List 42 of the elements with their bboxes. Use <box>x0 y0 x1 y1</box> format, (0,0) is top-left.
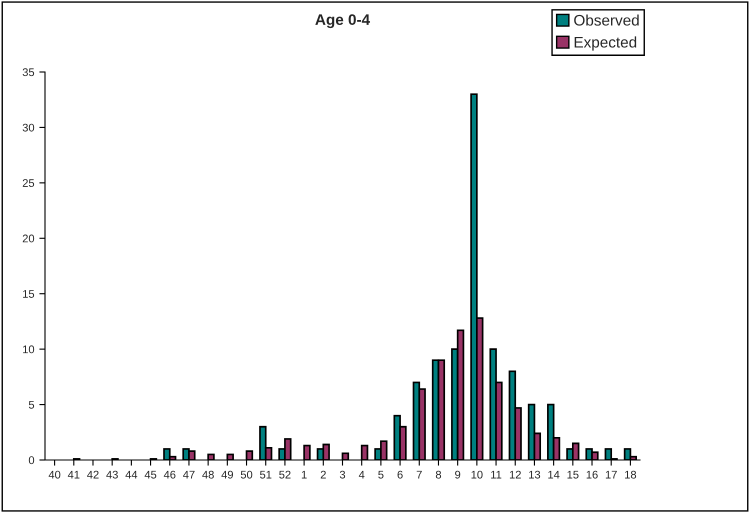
x-tick-label: 41 <box>68 470 80 478</box>
legend-label: Expected <box>574 36 636 51</box>
y-tick-label: 0 <box>28 456 34 464</box>
x-tick-label: 16 <box>586 470 598 479</box>
y-tick-label: 30 <box>22 124 34 132</box>
x-tick-label: 49 <box>221 470 233 479</box>
x-tick-label: 40 <box>48 470 60 479</box>
x-tick-label: 8 <box>436 470 442 479</box>
y-tick-label: 10 <box>23 345 34 354</box>
x-tick-label: 2 <box>320 470 326 478</box>
x-tick-label: 14 <box>548 470 560 478</box>
x-tick-label: 51 <box>260 470 272 479</box>
x-tick-label: 42 <box>87 470 99 478</box>
x-tick-label: 11 <box>491 470 502 478</box>
x-tick-label: 44 <box>125 470 138 478</box>
legend-label: Observed <box>574 14 639 26</box>
y-tick-label: 25 <box>22 179 34 187</box>
x-tick-label: 10 <box>472 470 483 479</box>
x-tick-label: 7 <box>416 470 422 478</box>
x-tick-label: 6 <box>398 470 403 479</box>
y-tick-label: 5 <box>28 400 34 409</box>
x-tick-label: 50 <box>240 470 252 479</box>
x-tick-label: 18 <box>625 470 636 479</box>
y-tick-label: 15 <box>23 290 34 298</box>
x-tick-label: 48 <box>202 470 214 479</box>
x-tick-label: 43 <box>106 470 118 479</box>
x-tick-label: 47 <box>183 470 195 478</box>
x-tick-label: 5 <box>378 470 384 479</box>
x-tick-label: 15 <box>567 470 579 479</box>
x-tick-label: 46 <box>164 470 176 479</box>
x-tick-label: 45 <box>144 470 156 479</box>
chart-title: Age 0-4 <box>315 14 370 28</box>
x-tick-label: 52 <box>279 470 291 479</box>
x-tick-label: 1 <box>302 470 307 478</box>
x-tick-label: 9 <box>455 470 460 479</box>
y-tick-label: 20 <box>22 234 34 242</box>
x-tick-label: 4 <box>358 470 364 478</box>
x-tick-label: 13 <box>529 470 540 479</box>
x-tick-label: 3 <box>340 470 346 479</box>
y-tick-label: 35 <box>22 68 34 76</box>
x-tick-label: 12 <box>510 470 521 478</box>
x-tick-label: 17 <box>606 470 617 478</box>
